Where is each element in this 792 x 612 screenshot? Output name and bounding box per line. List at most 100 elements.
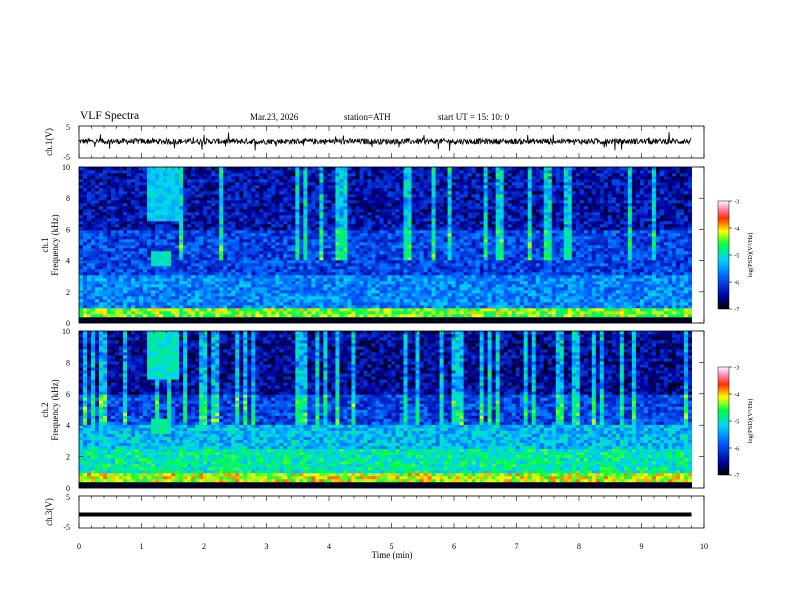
spectrogram-cell	[399, 236, 404, 240]
spectrogram-cell	[87, 302, 92, 306]
spectrogram-cell	[219, 254, 224, 258]
spectrogram-cell	[307, 221, 312, 225]
spectrogram-cell	[199, 218, 204, 222]
spectrogram-cell	[355, 293, 360, 297]
spectrogram-cell	[411, 245, 416, 249]
spectrogram-cell	[327, 290, 332, 294]
spectrogram-cell	[199, 314, 204, 318]
spectrogram-cell	[119, 293, 124, 297]
spectrogram-cell	[219, 305, 224, 309]
spectrogram-cell	[147, 215, 152, 219]
spectrogram-cell	[227, 263, 232, 267]
spectrogram-cell	[419, 182, 424, 186]
spectrogram-cell	[99, 245, 104, 249]
spectrogram-cell	[127, 224, 132, 228]
spectrogram-cell	[347, 200, 352, 204]
spectrogram-cell	[395, 200, 400, 204]
spectrogram-cell	[235, 209, 240, 213]
spectrogram-cell	[427, 251, 432, 255]
spectrogram-cell	[163, 185, 168, 189]
spectrogram-cell	[391, 176, 396, 180]
spectrogram-cell	[187, 272, 192, 276]
spectrogram-cell	[315, 200, 320, 204]
spectrogram-cell	[259, 236, 264, 240]
spectrogram-cell	[247, 239, 252, 243]
spectrogram-cell	[439, 290, 444, 294]
spectrogram-cell	[395, 236, 400, 240]
spectrogram-cell	[339, 170, 344, 174]
spectrogram-cell	[191, 284, 196, 288]
spectrogram-cell	[99, 317, 104, 321]
spectrogram-cell	[95, 230, 100, 234]
spectrogram-cell	[151, 170, 156, 174]
spectrogram-cell	[295, 188, 300, 192]
spectrogram-cell	[387, 179, 392, 183]
spectrogram-cell	[415, 263, 420, 267]
spectrogram-cell	[79, 242, 84, 246]
spectrogram-cell	[387, 239, 392, 243]
spectrogram-cell	[167, 191, 172, 195]
spectrogram-cell	[407, 263, 412, 267]
spectrogram-cell	[427, 197, 432, 201]
spectrogram-cell	[255, 281, 260, 285]
spectrogram-cell	[275, 206, 280, 210]
spectrogram-cell	[399, 200, 404, 204]
spectrogram-cell	[223, 320, 228, 324]
spectrogram-cell	[291, 314, 296, 318]
spectrogram-cell	[427, 176, 432, 180]
spectrogram-cell	[307, 209, 312, 213]
spectrogram-cell	[443, 200, 448, 204]
spectrogram-cell	[311, 320, 316, 324]
spectrogram-cell	[207, 206, 212, 210]
spectrogram-cell	[95, 248, 100, 252]
spectrogram-cell	[363, 245, 368, 249]
spectrogram-cell	[123, 308, 128, 312]
spectrogram-cell	[447, 227, 452, 231]
spectrogram-cell	[295, 170, 300, 174]
spectrogram-cell	[195, 182, 200, 186]
spectrogram-cell	[363, 203, 368, 207]
spectrogram-cell	[415, 194, 420, 198]
spectrogram-cell	[115, 191, 120, 195]
spectrogram-cell	[367, 224, 372, 228]
spectrogram-cell	[303, 227, 308, 231]
spectrogram-cell	[419, 233, 424, 237]
spectrogram-cell	[235, 212, 240, 216]
spectrogram-cell	[371, 299, 376, 303]
spectrogram-cell	[395, 251, 400, 255]
spectrogram-cell	[231, 182, 236, 186]
spectrogram-cell	[427, 224, 432, 228]
spectrogram-cell	[119, 302, 124, 306]
spectrogram-cell	[343, 311, 348, 315]
spectrogram-cell	[115, 173, 120, 177]
spectrogram-cell	[359, 311, 364, 315]
spectrogram-cell	[351, 170, 356, 174]
spectrogram-cell	[235, 263, 240, 267]
spectrogram-cell	[215, 311, 220, 315]
spectrogram-cell	[403, 167, 408, 171]
spectrogram-cell	[119, 296, 124, 300]
spectrogram-cell	[143, 233, 148, 237]
spectrogram-cell	[239, 230, 244, 234]
spectrogram-cell	[443, 278, 448, 282]
spectrogram-cell	[395, 272, 400, 276]
spectrogram-cell	[367, 233, 372, 237]
spectrogram-cell	[151, 263, 156, 267]
spectrogram-cell	[111, 215, 116, 219]
spectrogram-cell	[91, 287, 96, 291]
spectrogram-cell	[383, 296, 388, 300]
spectrogram-cell	[451, 302, 456, 306]
spectrogram-cell	[363, 188, 368, 192]
spectrogram-cell	[167, 197, 172, 201]
spectrogram-cell	[259, 227, 264, 231]
spectrogram-cell	[187, 185, 192, 189]
spectrogram-cell	[231, 269, 236, 273]
spectrogram-cell	[135, 239, 140, 243]
spectrogram-cell	[439, 296, 444, 300]
spectrogram-cell	[275, 170, 280, 174]
spectrogram-cell	[79, 167, 84, 171]
spectrogram-cell	[271, 266, 276, 270]
spectrogram-cell	[315, 167, 320, 171]
spectrogram-cell	[207, 257, 212, 261]
spectrogram-cell	[307, 194, 312, 198]
